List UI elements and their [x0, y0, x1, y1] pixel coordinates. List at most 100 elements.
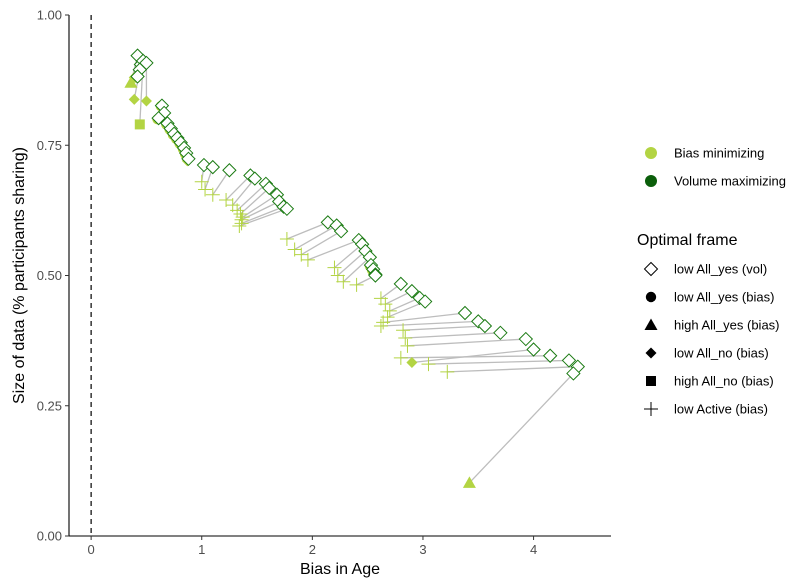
- x-tick-label: 3: [419, 542, 426, 557]
- bias-point: [279, 232, 294, 247]
- bias-point: [406, 357, 418, 369]
- volume-point: [181, 151, 196, 167]
- shape-legend-key: [644, 318, 658, 330]
- bias-point: [336, 274, 351, 289]
- color-legend: Bias minimizing Volume maximizing: [645, 146, 786, 189]
- bias-point: [462, 476, 476, 488]
- y-axis-title: Size of data (% participants sharing): [11, 147, 28, 404]
- connector-line: [242, 194, 278, 218]
- connector-line: [447, 366, 578, 373]
- connector-line: [407, 338, 526, 347]
- shape-legend: Optimal frame low All_yes (vol) low All_y…: [637, 232, 780, 417]
- x-tick-label: 0: [88, 542, 95, 557]
- y-tick-label: 0.25: [37, 398, 62, 413]
- color-legend-label: Volume maximizing: [674, 174, 786, 189]
- color-legend-key: [645, 147, 657, 159]
- bias-point: [349, 277, 364, 292]
- volume-point: [542, 348, 558, 363]
- connector-line: [380, 320, 479, 327]
- bias-point: [124, 76, 138, 88]
- y-tick-label: 0.50: [37, 268, 62, 283]
- bias-point: [235, 210, 250, 225]
- volume-point: [477, 318, 493, 334]
- bias-point: [234, 216, 249, 231]
- bias-point: [398, 331, 413, 346]
- shape-legend-key: [645, 291, 657, 303]
- bias-point: [376, 315, 391, 330]
- volume-point: [222, 163, 237, 178]
- connector-line: [468, 373, 574, 484]
- connector-line: [383, 312, 466, 324]
- y-tick-label: 0.75: [37, 138, 62, 153]
- volume-point: [493, 325, 508, 341]
- x-axis-title: Bias in Age: [300, 561, 380, 578]
- bias-point: [128, 93, 140, 105]
- bias-point: [400, 338, 415, 353]
- volume-point: [151, 110, 166, 126]
- bias-point: [232, 219, 247, 234]
- connector-line: [241, 206, 284, 225]
- shape-legend-label: low All_no (bias): [674, 346, 769, 361]
- x-tick-label: 2: [309, 542, 316, 557]
- bias-point: [294, 247, 309, 262]
- shape-legend-title: Optimal frame: [637, 232, 738, 249]
- connector-line: [240, 187, 270, 215]
- connector-line: [403, 325, 485, 331]
- bias-point: [194, 174, 209, 189]
- shape-legend-label: low All_yes (vol): [674, 262, 767, 277]
- volume-points: [130, 48, 586, 381]
- volume-point: [526, 342, 541, 357]
- bias-point: [327, 260, 342, 275]
- shape-legend-key: [645, 347, 657, 359]
- bias-point: [230, 203, 245, 218]
- volume-point: [333, 224, 349, 239]
- volume-point: [566, 366, 581, 381]
- connector-line: [225, 175, 251, 201]
- volume-point: [205, 159, 221, 175]
- volume-point: [457, 305, 473, 321]
- bias-point: [205, 187, 220, 202]
- volume-point: [561, 353, 577, 368]
- bias-point: [140, 95, 152, 107]
- connector-line: [411, 348, 534, 364]
- shape-legend-key: [643, 261, 659, 277]
- volume-point: [417, 294, 433, 309]
- shape-legend-label: low All_yes (bias): [674, 290, 774, 305]
- bias-point: [396, 323, 411, 338]
- connector-line: [294, 224, 338, 251]
- x-tick-label: 1: [198, 542, 205, 557]
- volume-point: [279, 201, 295, 217]
- volume-point: [262, 180, 277, 196]
- bias-point: [198, 182, 213, 197]
- connector-line: [307, 239, 360, 261]
- shape-legend-label: low Active (bias): [674, 402, 768, 417]
- volume-point: [130, 69, 145, 84]
- volume-point: [518, 331, 534, 347]
- bias-point: [382, 303, 397, 318]
- color-legend-label: Bias minimizing: [674, 146, 764, 161]
- y-tick-label: 0.00: [37, 529, 62, 544]
- x-axis-ticks: 0 1 2 3 4: [88, 536, 537, 557]
- connector-line: [400, 355, 551, 359]
- connector-line: [232, 178, 256, 206]
- x-tick-label: 4: [530, 542, 537, 557]
- bias-point: [233, 207, 248, 222]
- connector-line: [342, 256, 371, 283]
- connector-line: [300, 230, 342, 256]
- shape-legend-label: high All_no (bias): [674, 374, 774, 389]
- y-axis-ticks: 0.00 0.25 0.50 0.75 1.00: [37, 8, 69, 544]
- bias-point: [373, 319, 388, 334]
- connector-line: [337, 250, 366, 276]
- connector-line: [334, 243, 363, 269]
- shape-legend-label: high All_yes (bias): [674, 318, 780, 333]
- color-legend-key: [645, 175, 657, 187]
- volume-point: [368, 268, 383, 283]
- volume-point: [404, 283, 420, 299]
- bias-point: [440, 364, 455, 379]
- bias-point: [134, 119, 145, 130]
- connector-line: [405, 332, 501, 339]
- connector-line: [236, 183, 267, 211]
- bias-point: [219, 192, 234, 207]
- shape-legend-key: [644, 402, 658, 416]
